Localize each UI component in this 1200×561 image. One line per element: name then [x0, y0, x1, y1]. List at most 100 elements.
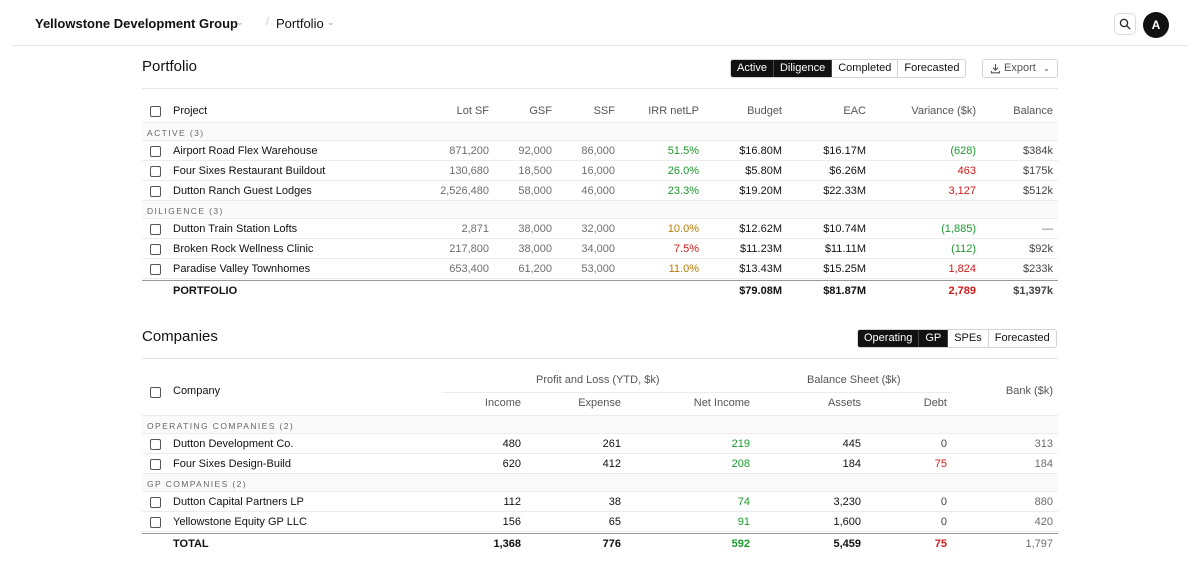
cell-bank: 880 [1034, 496, 1053, 508]
filter-completed[interactable]: Completed [832, 60, 899, 77]
row-checkbox[interactable] [150, 186, 161, 197]
table-row[interactable]: Dutton Development Co. 480 261 219 445 0 313 [142, 434, 1058, 454]
col-balance[interactable]: Balance [1013, 105, 1053, 117]
row-checkbox[interactable] [150, 439, 161, 450]
breadcrumb-portfolio[interactable]: Portfolio [276, 16, 324, 31]
cell-gsf: 38,000 [518, 223, 552, 235]
col-debt[interactable]: Debt [923, 397, 947, 409]
header-divider [442, 392, 950, 393]
cell-eac: $15.25M [823, 263, 866, 275]
chevron-down-icon: ⌄ [1043, 64, 1050, 73]
cell-debt: 75 [934, 458, 947, 470]
breadcrumb-separator: / [266, 16, 270, 28]
col-eac[interactable]: EAC [843, 105, 866, 117]
project-name: Dutton Train Station Lofts [173, 223, 298, 235]
avatar[interactable]: A [1143, 12, 1169, 38]
cell-expense: 65 [608, 516, 621, 528]
table-row[interactable]: Dutton Train Station Lofts 2,871 38,000 32,… [142, 219, 1058, 239]
filter-spes[interactable]: SPEs [948, 330, 989, 347]
total-eac: $81.87M [823, 285, 866, 297]
row-checkbox[interactable] [150, 224, 161, 235]
row-checkbox[interactable] [150, 497, 161, 508]
cell-gsf: 61,200 [518, 263, 552, 275]
table-row[interactable]: Four Sixes Design-Build 620 412 208 184 75 184 [142, 454, 1058, 474]
company-name: Dutton Development Co. [173, 438, 294, 450]
cell-expense: 412 [602, 458, 621, 470]
cell-ssf: 16,000 [581, 165, 615, 177]
cell-variance: 463 [957, 165, 976, 177]
table-row[interactable]: Yellowstone Equity GP LLC 156 65 91 1,600 0 42… [142, 512, 1058, 532]
filter-forecasted[interactable]: Forecasted [994, 332, 1050, 344]
select-all-checkbox[interactable] [150, 387, 161, 398]
filter-active[interactable]: Active [731, 60, 774, 77]
col-income[interactable]: Income [484, 397, 521, 409]
company-name: Dutton Capital Partners LP [173, 496, 304, 508]
chevron-down-icon[interactable]: ⌄ [236, 17, 244, 27]
cell-net-income: 208 [731, 458, 750, 470]
cell-bank: 420 [1034, 516, 1053, 528]
cell-budget: $16.80M [739, 145, 782, 157]
col-variance[interactable]: Variance ($k) [911, 105, 976, 117]
row-checkbox[interactable] [150, 146, 161, 157]
table-row[interactable]: Airport Road Flex Warehouse 871,200 92,000… [142, 141, 1058, 161]
cell-irr: 11.0% [668, 263, 699, 275]
total-balance: $1,397k [1013, 285, 1053, 297]
table-row[interactable]: Four Sixes Restaurant Buildout 130,680 18,… [142, 161, 1058, 181]
total-budget: $79.08M [739, 285, 782, 297]
table-row[interactable]: Broken Rock Wellness Clinic 217,800 38,000… [142, 239, 1058, 259]
chevron-down-icon[interactable]: ⌄ [327, 17, 335, 27]
col-lot-sf[interactable]: Lot SF [456, 105, 489, 117]
row-checkbox[interactable] [150, 459, 161, 470]
cell-eac: $22.33M [823, 185, 866, 197]
group-header: GP COMPANIES (2) [142, 474, 1058, 492]
cell-budget: $12.62M [739, 223, 782, 235]
total-assets: 5,459 [833, 538, 861, 550]
org-switcher[interactable]: Yellowstone Development Group [35, 16, 238, 31]
company-name: Yellowstone Equity GP LLC [173, 516, 307, 528]
col-assets[interactable]: Assets [827, 397, 861, 409]
filter-diligence[interactable]: Diligence [773, 60, 833, 77]
cell-income: 480 [502, 438, 521, 450]
cell-balance: $175k [1023, 165, 1053, 177]
cell-balance: $384k [1023, 145, 1053, 157]
row-checkbox[interactable] [150, 166, 161, 177]
col-company[interactable]: Company [173, 385, 221, 397]
col-bank[interactable]: Bank ($k) [1005, 385, 1053, 397]
cell-gsf: 18,500 [518, 165, 552, 177]
cell-ssf: 32,000 [581, 223, 615, 235]
table-row[interactable]: Dutton Capital Partners LP 112 38 74 3,230 0 8… [142, 492, 1058, 512]
select-all-checkbox[interactable] [150, 106, 161, 117]
filter-operating[interactable]: Operating [858, 330, 920, 347]
project-name: Dutton Ranch Guest Lodges [173, 185, 312, 197]
row-checkbox[interactable] [150, 244, 161, 255]
col-ssf[interactable]: SSF [593, 105, 615, 117]
search-button[interactable] [1114, 13, 1136, 35]
portfolio-title: Portfolio [142, 58, 198, 75]
cell-balance: — [1042, 223, 1053, 235]
col-net-income[interactable]: Net Income [693, 397, 750, 409]
table-row[interactable]: Dutton Ranch Guest Lodges 2,526,480 58,000… [142, 181, 1058, 201]
export-button[interactable]: Export ⌄ [982, 59, 1058, 78]
filter-gp[interactable]: GP [919, 330, 949, 347]
cell-budget: $19.20M [739, 185, 782, 197]
col-irr[interactable]: IRR netLP [648, 105, 699, 117]
total-debt: 75 [934, 538, 947, 550]
filter-forecasted[interactable]: Forecasted [904, 62, 960, 74]
cell-lot-sf: 653,400 [449, 263, 489, 275]
col-project[interactable]: Project [173, 105, 208, 117]
col-budget[interactable]: Budget [747, 105, 782, 117]
col-expense[interactable]: Expense [578, 397, 621, 409]
row-checkbox[interactable] [150, 264, 161, 275]
table-row[interactable]: Paradise Valley Townhomes 653,400 61,200 53… [142, 259, 1058, 279]
col-gsf[interactable]: GSF [529, 105, 552, 117]
col-group-profit-loss: Profit and Loss (YTD, $k) [536, 374, 660, 386]
cell-assets: 1,600 [833, 516, 861, 528]
cell-gsf: 38,000 [518, 243, 552, 255]
cell-assets: 184 [842, 458, 861, 470]
cell-eac: $6.26M [829, 165, 866, 177]
total-label: TOTAL [173, 538, 209, 550]
cell-budget: $11.23M [740, 243, 782, 255]
row-checkbox[interactable] [150, 517, 161, 528]
col-group-balance-sheet: Balance Sheet ($k) [807, 374, 901, 386]
cell-ssf: 86,000 [581, 145, 615, 157]
